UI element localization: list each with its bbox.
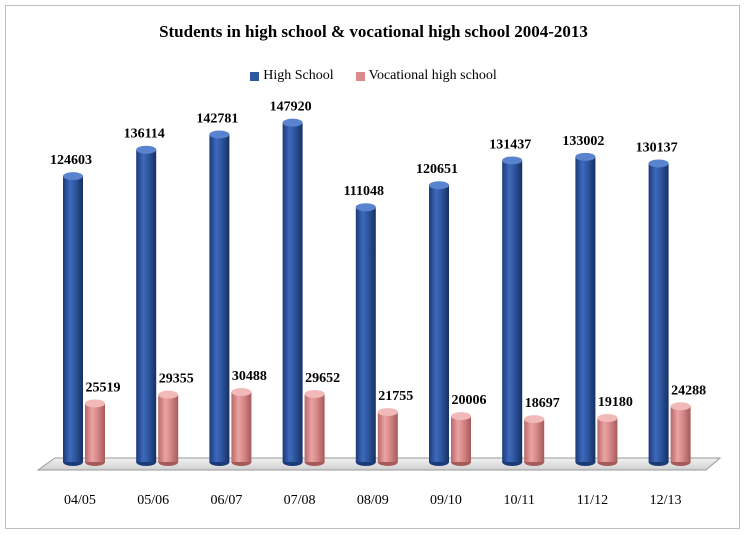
data-label-vocational: 21755 — [378, 389, 413, 404]
legend-label-high-school: High School — [263, 68, 334, 83]
data-label-high-school: 136114 — [124, 127, 165, 142]
data-label-vocational: 25519 — [86, 380, 121, 395]
data-label-high-school: 130137 — [636, 140, 678, 155]
bar-high-school — [429, 181, 449, 466]
data-label-vocational: 29652 — [305, 371, 340, 386]
bar-high-school — [282, 118, 303, 466]
bar-vocational — [158, 390, 179, 466]
bar-high-school — [355, 203, 376, 466]
legend: High School Vocational high school — [0, 68, 747, 84]
bar-vocational — [451, 412, 471, 466]
data-label-vocational: 19180 — [598, 395, 633, 410]
data-label-high-school: 147920 — [270, 100, 312, 115]
legend-swatch-vocational — [355, 71, 365, 81]
bar-vocational — [524, 415, 545, 466]
bar-vocational — [231, 388, 252, 466]
data-label-high-school: 133002 — [562, 134, 604, 149]
x-tick-label: 04/05 — [64, 493, 96, 508]
bar-high-school — [63, 172, 83, 466]
x-tick-label: 09/10 — [430, 493, 462, 508]
data-label-high-school: 142781 — [196, 111, 238, 126]
x-tick-label: 07/08 — [284, 493, 316, 508]
legend-label-vocational: Vocational high school — [368, 68, 497, 83]
bar-high-school — [648, 159, 669, 466]
data-label-high-school: 124603 — [50, 153, 92, 168]
legend-swatch-high-school — [250, 71, 260, 81]
chart-floor — [36, 457, 722, 471]
data-label-vocational: 20006 — [452, 393, 487, 408]
legend-item-high-school: High School — [250, 68, 334, 84]
bar-vocational — [304, 389, 325, 466]
x-tick-label: 05/06 — [137, 493, 169, 508]
bar-vocational — [377, 408, 398, 466]
x-tick-label: 11/12 — [577, 493, 608, 508]
legend-item-vocational: Vocational high school — [355, 68, 497, 84]
data-label-high-school: 120651 — [416, 162, 458, 177]
bar-high-school — [209, 130, 230, 466]
bar-vocational — [597, 413, 618, 466]
data-label-high-school: 111048 — [344, 184, 384, 199]
data-label-high-school: 131437 — [489, 137, 531, 152]
x-tick-label: 08/09 — [357, 493, 389, 508]
bar-high-school — [502, 156, 523, 466]
data-label-vocational: 18697 — [525, 396, 560, 411]
chart-title: Students in high school & vocational hig… — [159, 22, 588, 41]
bar-vocational — [670, 402, 691, 466]
x-tick-label: 12/13 — [650, 493, 682, 508]
bar-vocational — [85, 399, 105, 466]
bar-high-school — [136, 145, 157, 466]
data-label-vocational: 29355 — [159, 372, 194, 387]
data-label-vocational: 24288 — [671, 383, 706, 398]
data-label-vocational: 30488 — [232, 369, 267, 384]
bar-high-school — [575, 152, 596, 466]
x-tick-label: 10/11 — [504, 493, 535, 508]
x-tick-label: 06/07 — [210, 493, 242, 508]
